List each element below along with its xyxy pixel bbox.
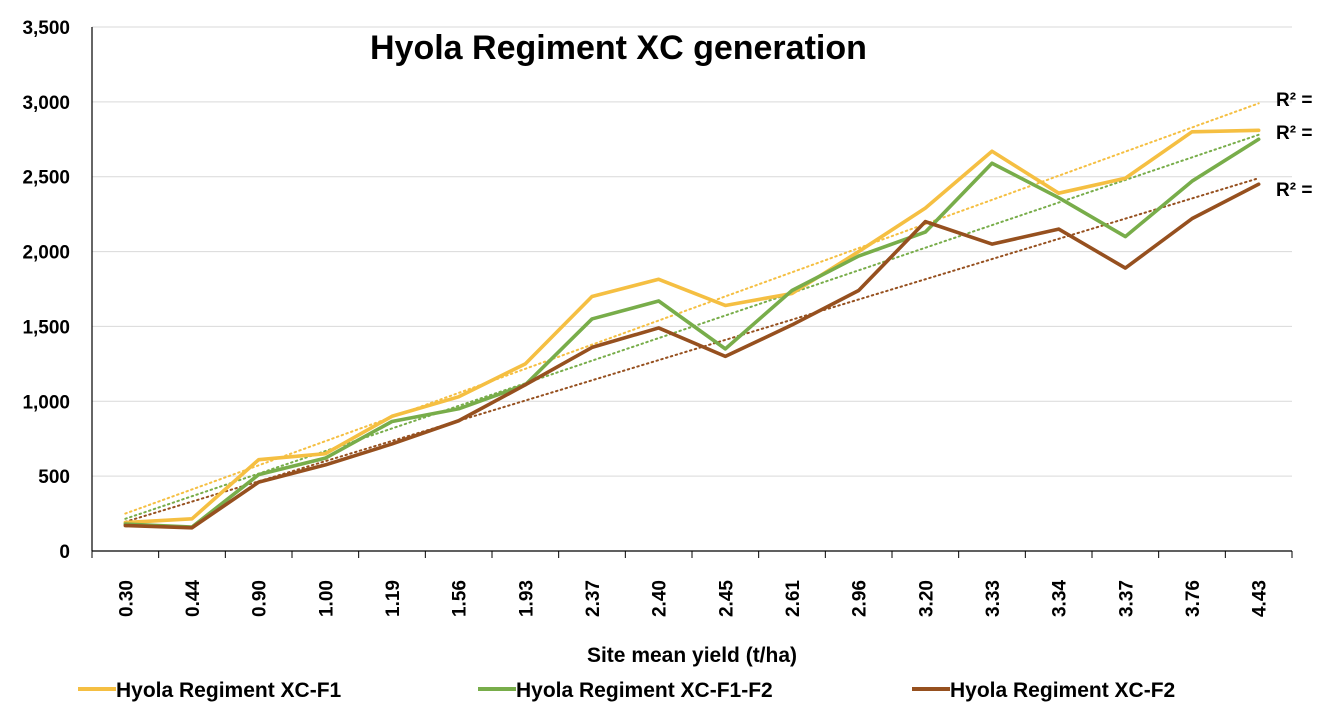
legend-label: Hyola Regiment XC-F1-F2 — [516, 679, 773, 702]
y-axis-ticks: 0 500 1,000 1,500 2,000 2,500 3,000 3,500 — [22, 18, 70, 563]
series-lines — [123, 128, 1261, 530]
x-tick-label: 2.45 — [716, 580, 737, 617]
y-tick-label: 2,000 — [22, 243, 70, 264]
r-squared-label: R² = — [1276, 180, 1312, 201]
x-tick-label: 2.40 — [650, 580, 671, 617]
x-tick-label: 1.93 — [516, 580, 537, 617]
x-tick-label: 1.19 — [383, 580, 404, 617]
y-tick-label: 1,000 — [22, 392, 70, 413]
x-tick-label: 0.30 — [116, 580, 137, 617]
y-tick-label: 3,000 — [22, 93, 70, 114]
grid-lines — [92, 26, 1292, 477]
x-tick-label: 3.33 — [983, 580, 1004, 617]
legend-label: Hyola Regiment XC-F2 — [950, 679, 1175, 702]
x-axis-ticks: 0.30 0.44 0.90 1.00 1.19 1.56 1.93 2.37 2.40 2.45… — [116, 580, 1270, 617]
x-tick-label: 2.61 — [783, 580, 804, 617]
x-tick-label: 3.20 — [916, 580, 937, 617]
series-line — [123, 137, 1261, 529]
x-tick-label: 3.34 — [1050, 580, 1071, 617]
y-tick-label: 1,500 — [22, 317, 70, 338]
trendlines — [124, 102, 1260, 523]
trendline — [124, 102, 1260, 515]
x-tick-label: 3.37 — [1116, 580, 1137, 617]
axes — [91, 27, 1293, 558]
legend-label: Hyola Regiment XC-F1 — [116, 679, 342, 702]
series-line — [123, 128, 1261, 525]
r-squared-label: R² = — [1276, 90, 1312, 111]
x-tick-label: 0.44 — [183, 580, 204, 617]
x-tick-label: 1.56 — [450, 580, 471, 617]
trendline — [124, 177, 1260, 523]
x-axis-label: Site mean yield (t/ha) — [587, 644, 797, 667]
x-tick-label: 4.43 — [1250, 580, 1271, 617]
x-tick-label: 3.76 — [1183, 580, 1204, 617]
x-tick-label: 2.96 — [850, 580, 871, 617]
r-squared-label: R² = — [1276, 123, 1312, 144]
y-tick-label: 2,500 — [22, 168, 70, 189]
y-tick-label: 0 — [59, 542, 70, 563]
y-tick-label: 3,500 — [22, 18, 70, 39]
x-tick-label: 0.90 — [250, 580, 271, 617]
y-tick-label: 500 — [38, 467, 70, 488]
legend: Hyola Regiment XC-F1 Hyola Regiment XC-F1… — [78, 679, 1175, 702]
x-tick-label: 2.37 — [583, 580, 604, 617]
r-squared-labels: R² = R² = R² = — [1276, 90, 1312, 201]
chart-title: Hyola Regiment XC generation — [370, 29, 867, 67]
x-tick-label: 1.00 — [316, 580, 337, 617]
series-line — [123, 182, 1261, 530]
